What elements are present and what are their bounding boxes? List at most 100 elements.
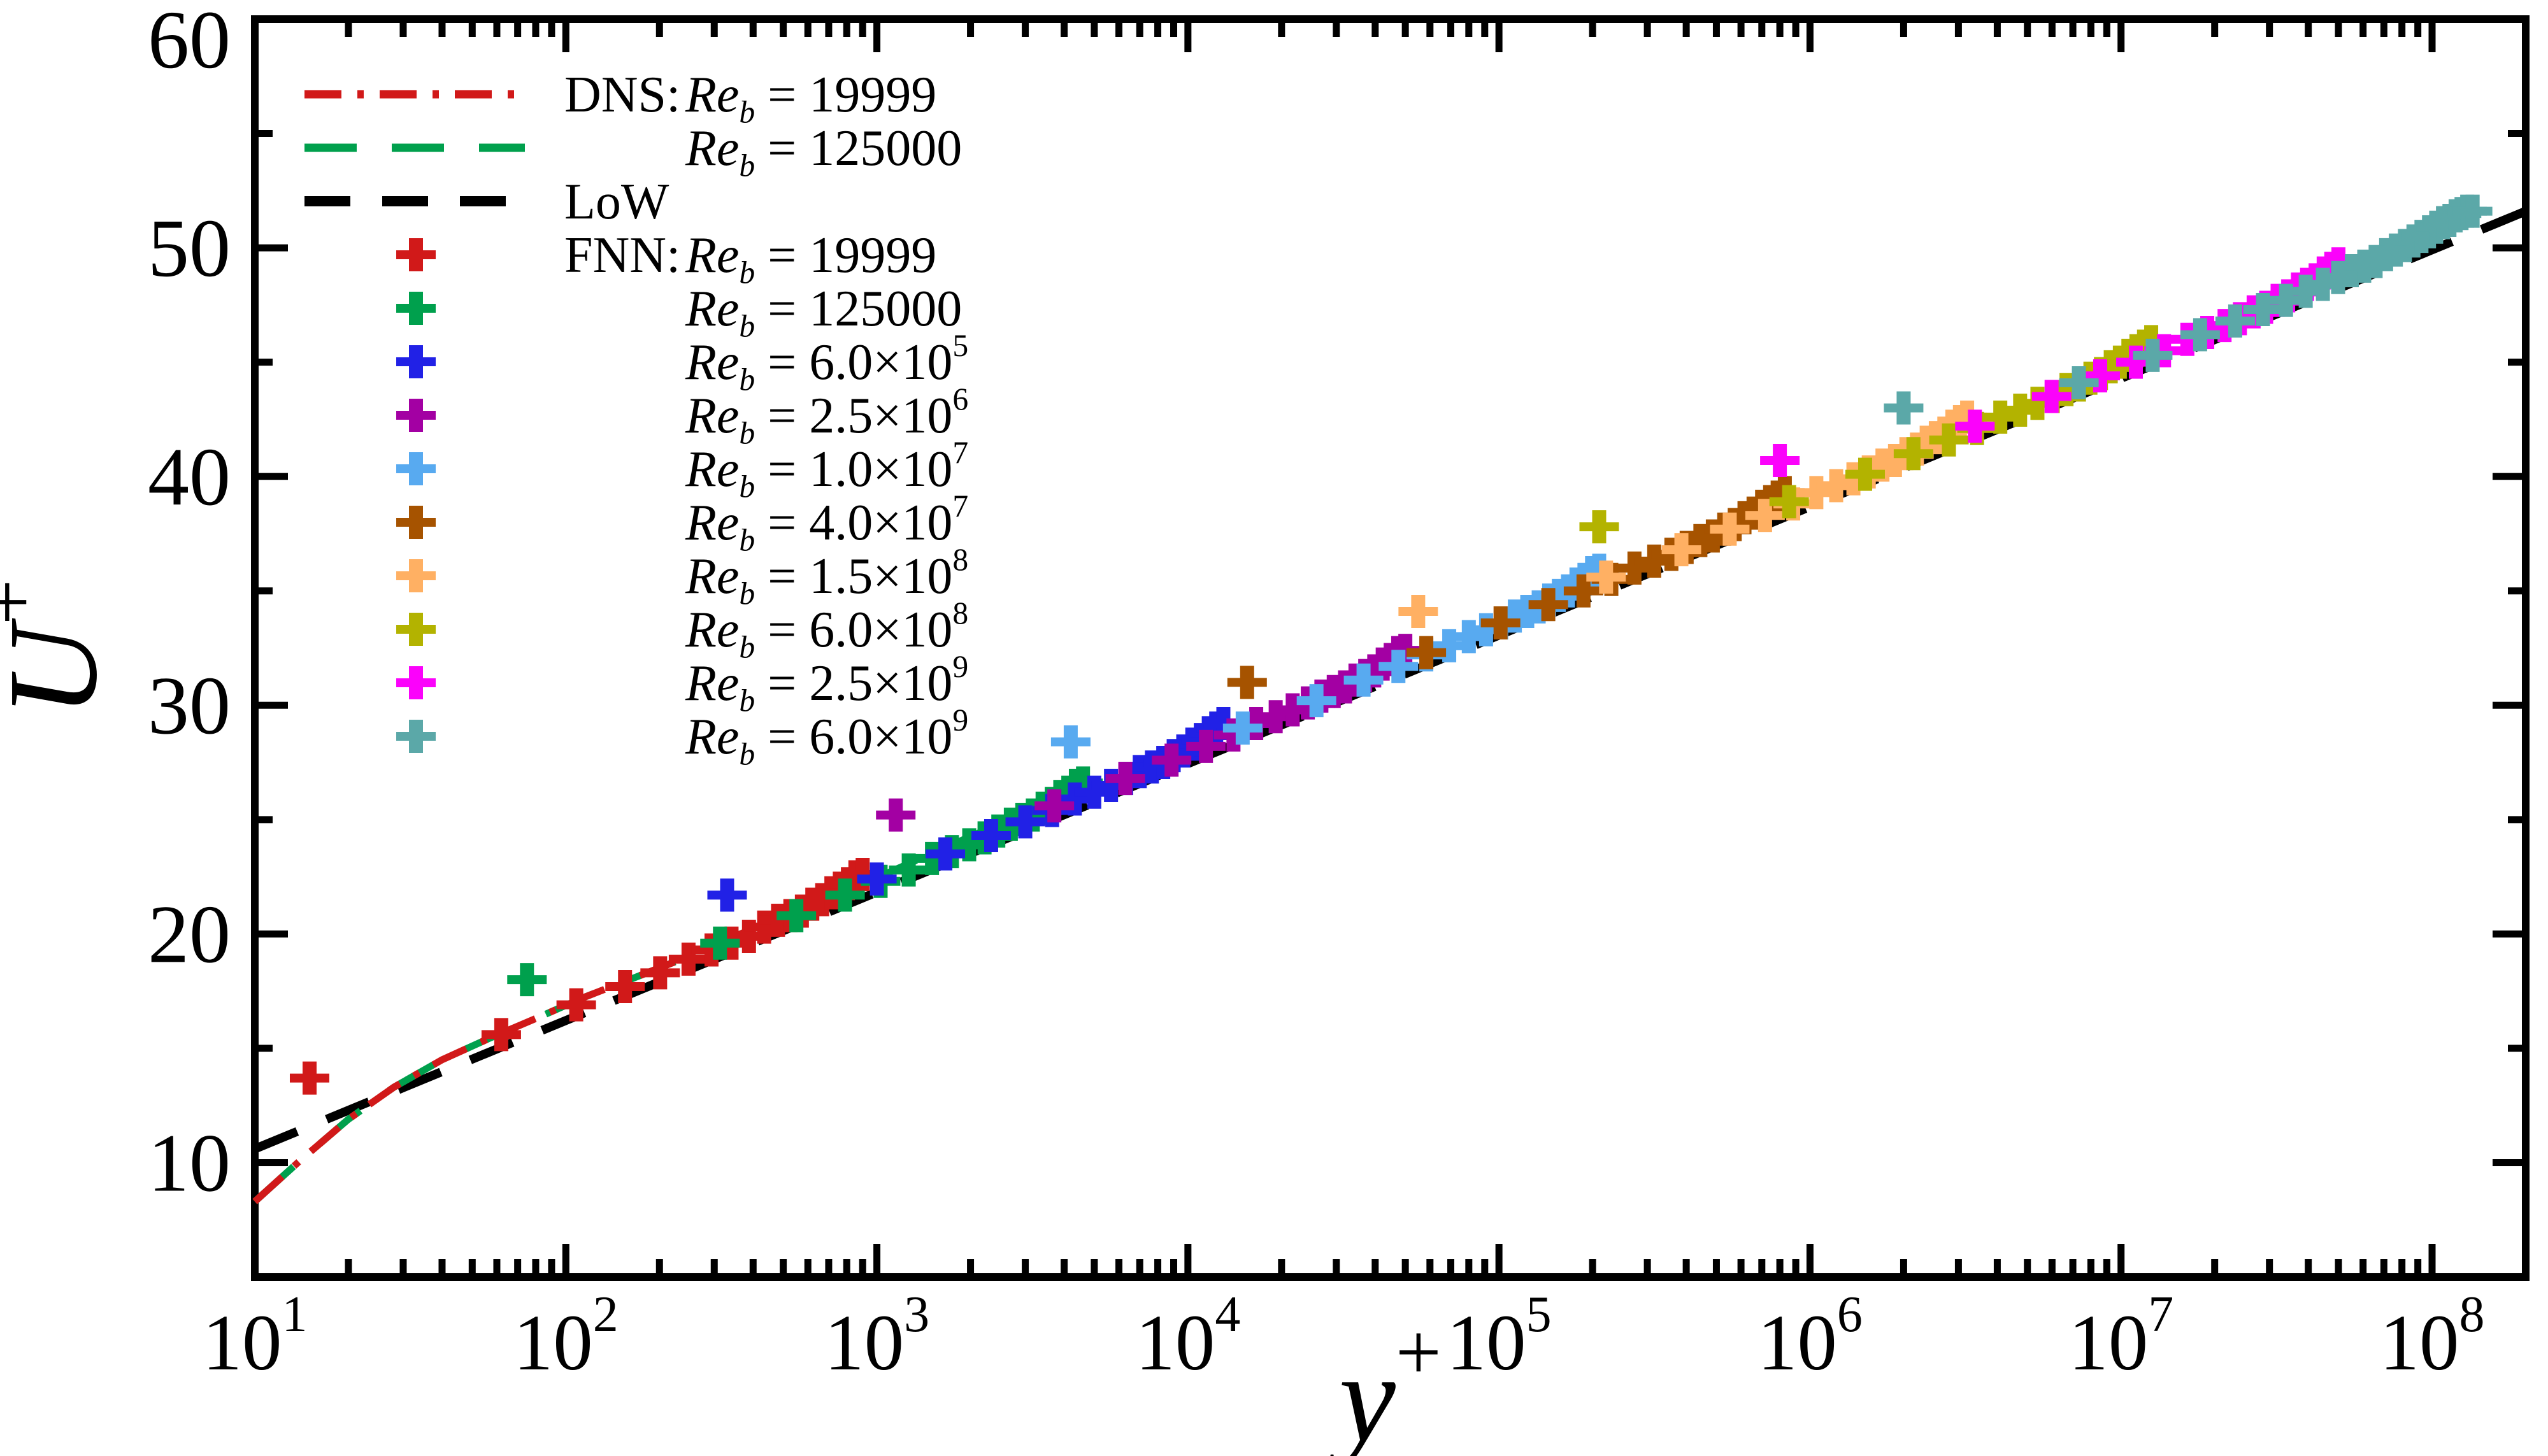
legend-label: Reb = 6.0×109	[685, 703, 968, 772]
x-tick-label: 102	[513, 1287, 619, 1387]
plus-marker	[2393, 224, 2433, 258]
plus-marker	[2017, 387, 2058, 420]
plus-marker	[1693, 519, 1733, 553]
plus-marker	[1634, 545, 1674, 578]
legend-label: Reb = 125000	[685, 120, 962, 183]
legend-label: Reb = 1.5×108	[685, 542, 968, 611]
plus-marker	[1063, 766, 1103, 800]
legend-label: Reb = 1.0×107	[685, 435, 968, 504]
plus-marker	[700, 926, 740, 960]
plus-marker	[1203, 707, 1243, 740]
plus-marker	[1940, 405, 1980, 438]
plus-marker	[1074, 775, 1114, 809]
y-tick-label: 20	[148, 889, 231, 980]
plus-marker	[2115, 345, 2156, 379]
plus-marker	[1507, 595, 1547, 629]
plus-marker	[1980, 400, 2021, 434]
plus-marker	[2124, 329, 2164, 363]
plus-marker	[1884, 391, 1924, 425]
plus-marker	[1105, 762, 1145, 796]
plus-marker	[2286, 275, 2326, 308]
plus-marker	[2332, 254, 2372, 287]
legend-label: Reb = 2.5×109	[685, 649, 968, 718]
plus-marker	[1614, 551, 1654, 585]
plus-marker	[1371, 643, 1411, 676]
plus-marker	[843, 858, 883, 891]
plus-marker	[1222, 711, 1263, 745]
y-tick-label: 40	[148, 431, 231, 523]
legend-marker-fnn-reb-2.5e9	[396, 666, 436, 699]
legend-label: Reb = 6.0×108	[685, 596, 968, 665]
plus-marker	[1120, 755, 1160, 789]
plus-marker	[2266, 283, 2306, 317]
plus-marker	[507, 963, 547, 997]
y-axis-title: U+	[0, 579, 124, 717]
plus-marker	[1833, 462, 1873, 496]
plus-marker	[1091, 768, 1131, 802]
plus-marker	[2080, 359, 2120, 393]
plus-marker	[926, 837, 966, 871]
plus-marker	[802, 883, 842, 917]
plus-marker	[1893, 437, 1933, 471]
plus-marker	[2376, 233, 2416, 267]
plus-marker	[978, 814, 1019, 848]
plus-marker	[1816, 469, 1856, 503]
plus-marker	[1651, 538, 1691, 571]
plus-marker	[1256, 700, 1296, 734]
plus-marker	[1528, 588, 1568, 622]
y-tick-label: 60	[148, 0, 231, 86]
plus-marker	[792, 887, 833, 921]
plus-marker	[1539, 578, 1579, 612]
plus-marker	[2452, 194, 2493, 228]
plus-marker	[1769, 485, 1809, 518]
plus-marker	[2167, 322, 2207, 356]
plus-marker	[971, 818, 1011, 852]
plus-marker	[2031, 380, 2072, 413]
plus-marker	[889, 853, 929, 887]
x-tick-label: 103	[824, 1287, 929, 1387]
plus-marker	[1796, 476, 1836, 510]
plus-marker	[1227, 666, 1267, 699]
legend-label: Reb = 4.0×107	[685, 489, 968, 558]
plus-marker	[825, 878, 865, 912]
plus-marker	[1586, 560, 1626, 594]
x-tick-label: 108	[2380, 1287, 2485, 1387]
legend-marker-fnn-reb-6.0e8	[396, 613, 436, 646]
legend-marker-fnn-reb-125000	[396, 292, 436, 325]
plus-marker	[1480, 606, 1521, 639]
plus-marker	[1760, 444, 1800, 478]
legend-marker-fnn-reb-1.5e8	[396, 559, 436, 592]
y-tick-label: 10	[148, 1117, 231, 1209]
legend-label: Reb = 19999	[685, 67, 936, 130]
plus-marker	[1947, 400, 1987, 434]
plus-marker	[2047, 373, 2087, 406]
plus-marker	[1556, 567, 1596, 601]
plus-marker	[668, 942, 708, 976]
plus-marker	[758, 903, 798, 937]
plus-marker	[1196, 711, 1236, 745]
plus-marker	[1013, 798, 1053, 832]
plus-marker	[605, 969, 645, 1003]
plus-marker	[2108, 338, 2149, 372]
plus-marker	[2303, 268, 2343, 301]
plus-marker	[1378, 650, 1419, 683]
plus-marker	[1710, 512, 1750, 546]
plus-marker	[876, 798, 916, 832]
plus-marker	[2205, 309, 2245, 343]
plus-marker	[1745, 499, 1785, 532]
plus-marker	[2366, 238, 2406, 271]
legend-marker-fnn-reb-1.0e7	[396, 452, 436, 485]
plus-marker	[949, 828, 989, 862]
plus-marker	[1186, 729, 1226, 763]
series-fnn-reb-6.0e9	[1884, 194, 2493, 425]
legend-label: Reb = 19999	[685, 227, 936, 290]
plus-marker	[707, 878, 747, 912]
plus-marker	[2000, 394, 2040, 427]
plus-marker	[857, 862, 897, 896]
plus-marker	[1152, 743, 1192, 777]
plus-marker	[1495, 599, 1535, 633]
axis-ticks	[251, 15, 2526, 1277]
plus-marker	[2385, 229, 2425, 262]
